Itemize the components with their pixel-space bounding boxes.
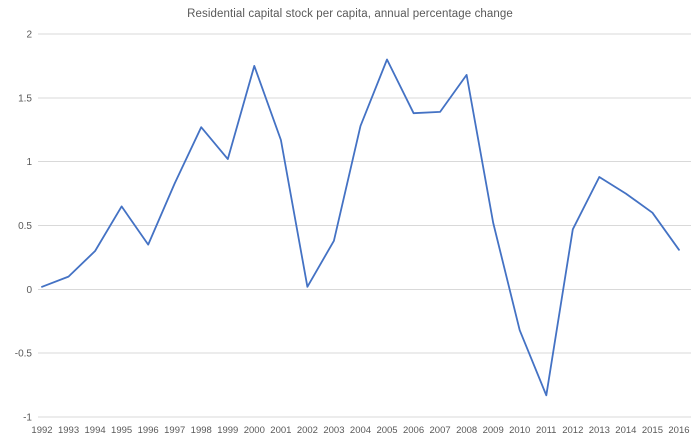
x-tick-label: 2006 (403, 425, 424, 436)
x-tick-label: 2013 (589, 425, 610, 436)
x-tick-label: 2011 (536, 425, 556, 436)
x-tick-label: 1994 (85, 425, 106, 436)
x-tick-label: 2001 (270, 425, 291, 436)
x-tick-label: 2008 (456, 425, 477, 436)
x-tick-label: 2012 (562, 425, 583, 436)
x-tick-label: 1997 (164, 425, 185, 436)
x-tick-label: 2004 (350, 425, 371, 436)
x-tick-label: 1993 (58, 425, 79, 436)
x-tick-label: 2003 (323, 425, 344, 436)
x-tick-label: 2016 (668, 425, 689, 436)
x-tick-label: 1992 (31, 425, 52, 436)
y-tick-label: -0.5 (15, 349, 33, 360)
x-tick-label: 2015 (642, 425, 663, 436)
y-tick-label: 1 (26, 157, 32, 168)
y-tick-label: 0 (26, 285, 32, 296)
x-tick-label: 2014 (615, 425, 636, 436)
x-tick-label: 2007 (430, 425, 451, 436)
x-tick-label: 2000 (244, 425, 265, 436)
x-tick-label: 1995 (111, 425, 132, 436)
x-tick-label: 2009 (483, 425, 504, 436)
y-tick-label: -1 (23, 413, 32, 424)
x-tick-label: 2005 (376, 425, 397, 436)
data-series-line (41, 58, 680, 397)
x-tick-label: 1999 (217, 425, 238, 436)
x-tick-label: 1996 (138, 425, 159, 436)
x-tick-label: 2010 (509, 425, 530, 436)
y-tick-label: 2 (26, 30, 32, 41)
y-tick-label: 0.5 (18, 221, 32, 232)
x-tick-label: 1998 (191, 425, 212, 436)
chart-title: Residential capital stock per capita, an… (187, 8, 513, 20)
y-tick-label: 1.5 (18, 93, 32, 104)
x-tick-label: 2002 (297, 425, 318, 436)
